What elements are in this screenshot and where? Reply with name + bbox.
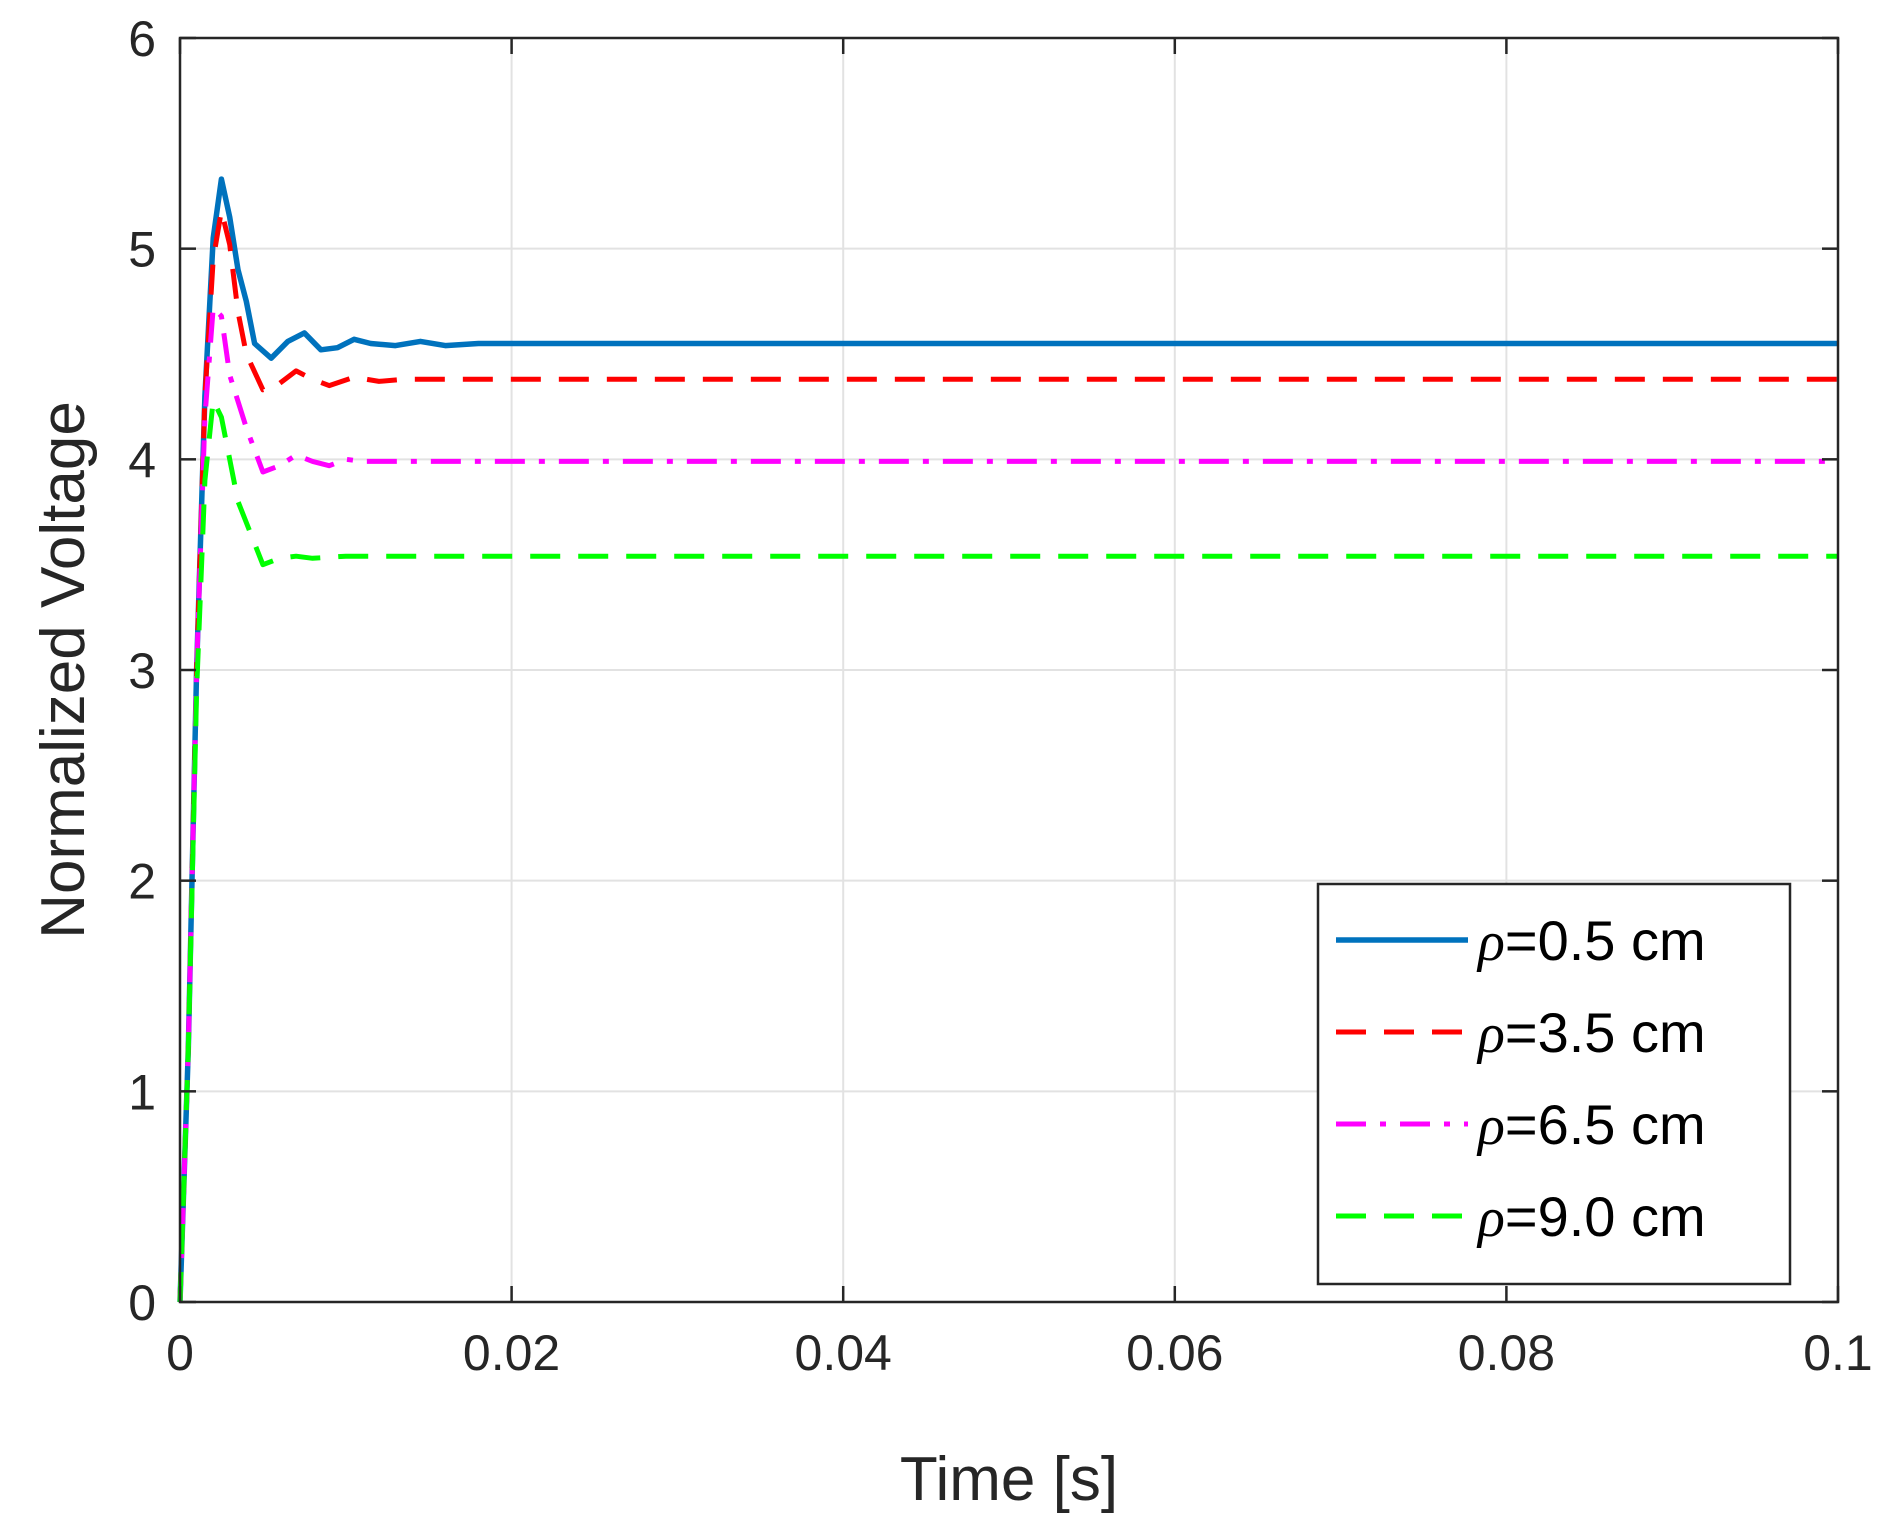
legend-label-1: ρ=0.5 cm (1476, 909, 1706, 973)
y-axis-title: Normalized Voltage (29, 401, 98, 939)
legend-label-4: ρ=9.0 cm (1476, 1185, 1706, 1249)
x-tick-label: 0.08 (1458, 1325, 1555, 1381)
y-tick-label: 6 (128, 11, 156, 67)
x-tick-label: 0.06 (1126, 1325, 1223, 1381)
x-axis-title: Time [s] (900, 1445, 1118, 1514)
x-tick-labels: 0 0.02 0.04 0.06 0.08 0.1 (166, 1325, 1873, 1381)
legend-label-3: ρ=6.5 cm (1476, 1093, 1706, 1157)
y-tick-label: 5 (128, 222, 156, 278)
grid-lines (180, 38, 1838, 1302)
axis-ticks (178, 36, 1840, 1304)
legend-name: =0.5 cm (1505, 909, 1706, 972)
x-tick-label: 0.1 (1803, 1325, 1873, 1381)
series-line-3 (177, 305, 1838, 1303)
y-tick-label: 2 (128, 854, 156, 910)
legend-label-2: ρ=3.5 cm (1476, 1001, 1706, 1065)
legend-name: =9.0 cm (1505, 1185, 1706, 1248)
y-tick-labels: 0 1 2 3 4 5 6 (128, 11, 156, 1331)
plot-area (177, 176, 1838, 1303)
legend-name: =3.5 cm (1505, 1001, 1706, 1064)
legend-name: =6.5 cm (1505, 1093, 1706, 1156)
legend-symbol: ρ (1476, 1095, 1505, 1157)
x-tick-label: 0.02 (463, 1325, 560, 1381)
series-line-2 (177, 208, 1838, 1303)
series-line-4 (177, 397, 1838, 1303)
legend-symbol: ρ (1476, 911, 1505, 973)
y-tick-label: 4 (128, 432, 156, 488)
legend: ρ=0.5 cmρ=3.5 cmρ=6.5 cmρ=9.0 cm (1316, 882, 1792, 1286)
y-tick-label: 1 (128, 1064, 156, 1120)
y-tick-label: 3 (128, 643, 156, 699)
y-tick-label: 0 (128, 1275, 156, 1331)
x-tick-label: 0 (166, 1325, 194, 1381)
legend-symbol: ρ (1476, 1003, 1505, 1065)
x-tick-label: 0.04 (795, 1325, 892, 1381)
legend-symbol: ρ (1476, 1187, 1505, 1249)
